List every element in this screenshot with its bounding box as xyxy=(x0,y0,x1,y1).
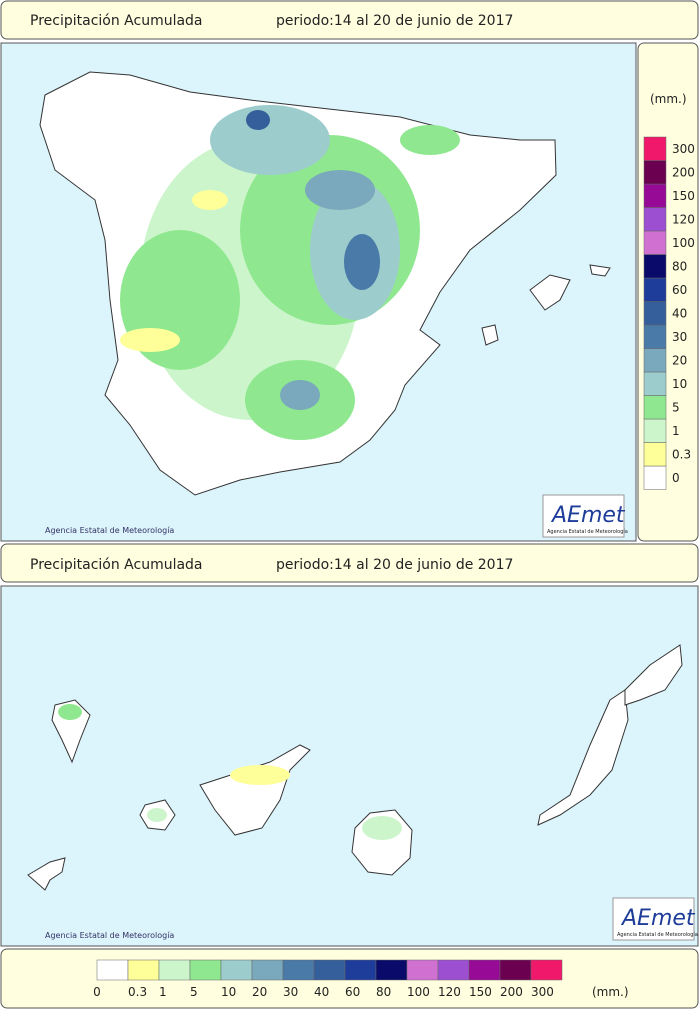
legend-swatch xyxy=(375,959,408,981)
legend-label: 1 xyxy=(159,985,167,999)
canary-map xyxy=(27,644,683,891)
legend-label: 100 xyxy=(407,985,430,999)
legend-swatch xyxy=(643,230,667,255)
legend-label: 0 xyxy=(672,471,680,485)
legend-label: 5 xyxy=(672,400,680,414)
legend-label: 10 xyxy=(221,985,236,999)
legend-swatch xyxy=(158,959,191,981)
legend-label: 10 xyxy=(672,377,687,391)
legend-unit: (mm.) xyxy=(592,985,629,999)
legend-label: 60 xyxy=(672,283,687,297)
legend-label: 0 xyxy=(93,985,101,999)
legend-swatch xyxy=(468,959,501,981)
credit: Agencia Estatal de Meteorología xyxy=(45,931,174,940)
legend-swatch xyxy=(643,207,667,232)
legend-swatch xyxy=(406,959,439,981)
legend-label: 5 xyxy=(190,985,198,999)
legend-label: 0.3 xyxy=(672,447,691,461)
legend-label: 80 xyxy=(376,985,391,999)
legend-label: 30 xyxy=(283,985,298,999)
legend-unit: (mm.) xyxy=(650,92,687,106)
legend-swatch xyxy=(344,959,377,981)
legend-swatch xyxy=(530,959,563,981)
credit: Agencia Estatal de Meteorología xyxy=(45,526,174,535)
period: periodo:14 al 20 de junio de 2017 xyxy=(276,13,513,29)
legend: 0 0.3 1 5 10 20 30 40 60 80 100 120 150 200 300 xyxy=(93,959,563,999)
legend-swatch xyxy=(96,959,129,981)
legend-swatch xyxy=(251,959,284,981)
logo-box xyxy=(612,897,695,941)
legend-swatch xyxy=(499,959,532,981)
legend-label: 150 xyxy=(672,189,695,203)
legend-label: 20 xyxy=(672,353,687,367)
legend-swatch xyxy=(643,442,667,467)
legend-label: 60 xyxy=(345,985,360,999)
legend-label: 80 xyxy=(672,259,687,273)
legend-label: 20 xyxy=(252,985,267,999)
legend-swatch xyxy=(189,959,222,981)
legend-swatch xyxy=(643,254,667,279)
logo: AEmet xyxy=(550,503,626,528)
title: Precipitación Acumulada xyxy=(30,13,203,29)
legend-swatch xyxy=(643,324,667,349)
legend-swatch xyxy=(127,959,160,981)
legend-swatch xyxy=(643,277,667,302)
legend-swatch xyxy=(220,959,253,981)
legend-label: 150 xyxy=(469,985,492,999)
legend-swatch xyxy=(643,301,667,326)
legend-label: 40 xyxy=(672,306,687,320)
legend-label: 200 xyxy=(672,165,695,179)
logo-sub: Agencia Estatal de Meteorología xyxy=(547,528,628,535)
legend-label: 100 xyxy=(672,236,695,250)
map-frame xyxy=(0,585,699,947)
legend-swatch xyxy=(643,418,667,443)
legend-swatch xyxy=(313,959,346,981)
legend-swatch xyxy=(643,348,667,373)
logo-sub: Agencia Estatal de Meteorología xyxy=(617,931,698,938)
legend-label: 200 xyxy=(500,985,523,999)
header-box xyxy=(0,543,699,583)
period: periodo:14 al 20 de junio de 2017 xyxy=(276,557,513,573)
legend-label: 0.3 xyxy=(128,985,147,999)
legend: 0 0.3 1 5 10 20 30 40 60 80 100 120 150 200 300 xyxy=(643,136,695,490)
header-box xyxy=(0,0,699,40)
legend-label: 120 xyxy=(438,985,461,999)
iberia-map xyxy=(39,71,611,496)
logo-box xyxy=(542,494,625,538)
legend-swatch xyxy=(643,371,667,396)
legend-swatch xyxy=(282,959,315,981)
title: Precipitación Acumulada xyxy=(30,557,203,573)
legend-label: 300 xyxy=(672,142,695,156)
legend-swatch xyxy=(643,160,667,185)
legend-label: 30 xyxy=(672,330,687,344)
legend-label: 300 xyxy=(531,985,554,999)
legend-swatch xyxy=(437,959,470,981)
logo: AEmet xyxy=(620,906,696,931)
legend-swatch xyxy=(643,395,667,420)
legend-swatch xyxy=(643,465,667,490)
legend-label: 120 xyxy=(672,212,695,226)
legend-swatch xyxy=(643,136,667,161)
legend-label: 40 xyxy=(314,985,329,999)
legend-label: 1 xyxy=(672,424,680,438)
legend-swatch xyxy=(643,183,667,208)
